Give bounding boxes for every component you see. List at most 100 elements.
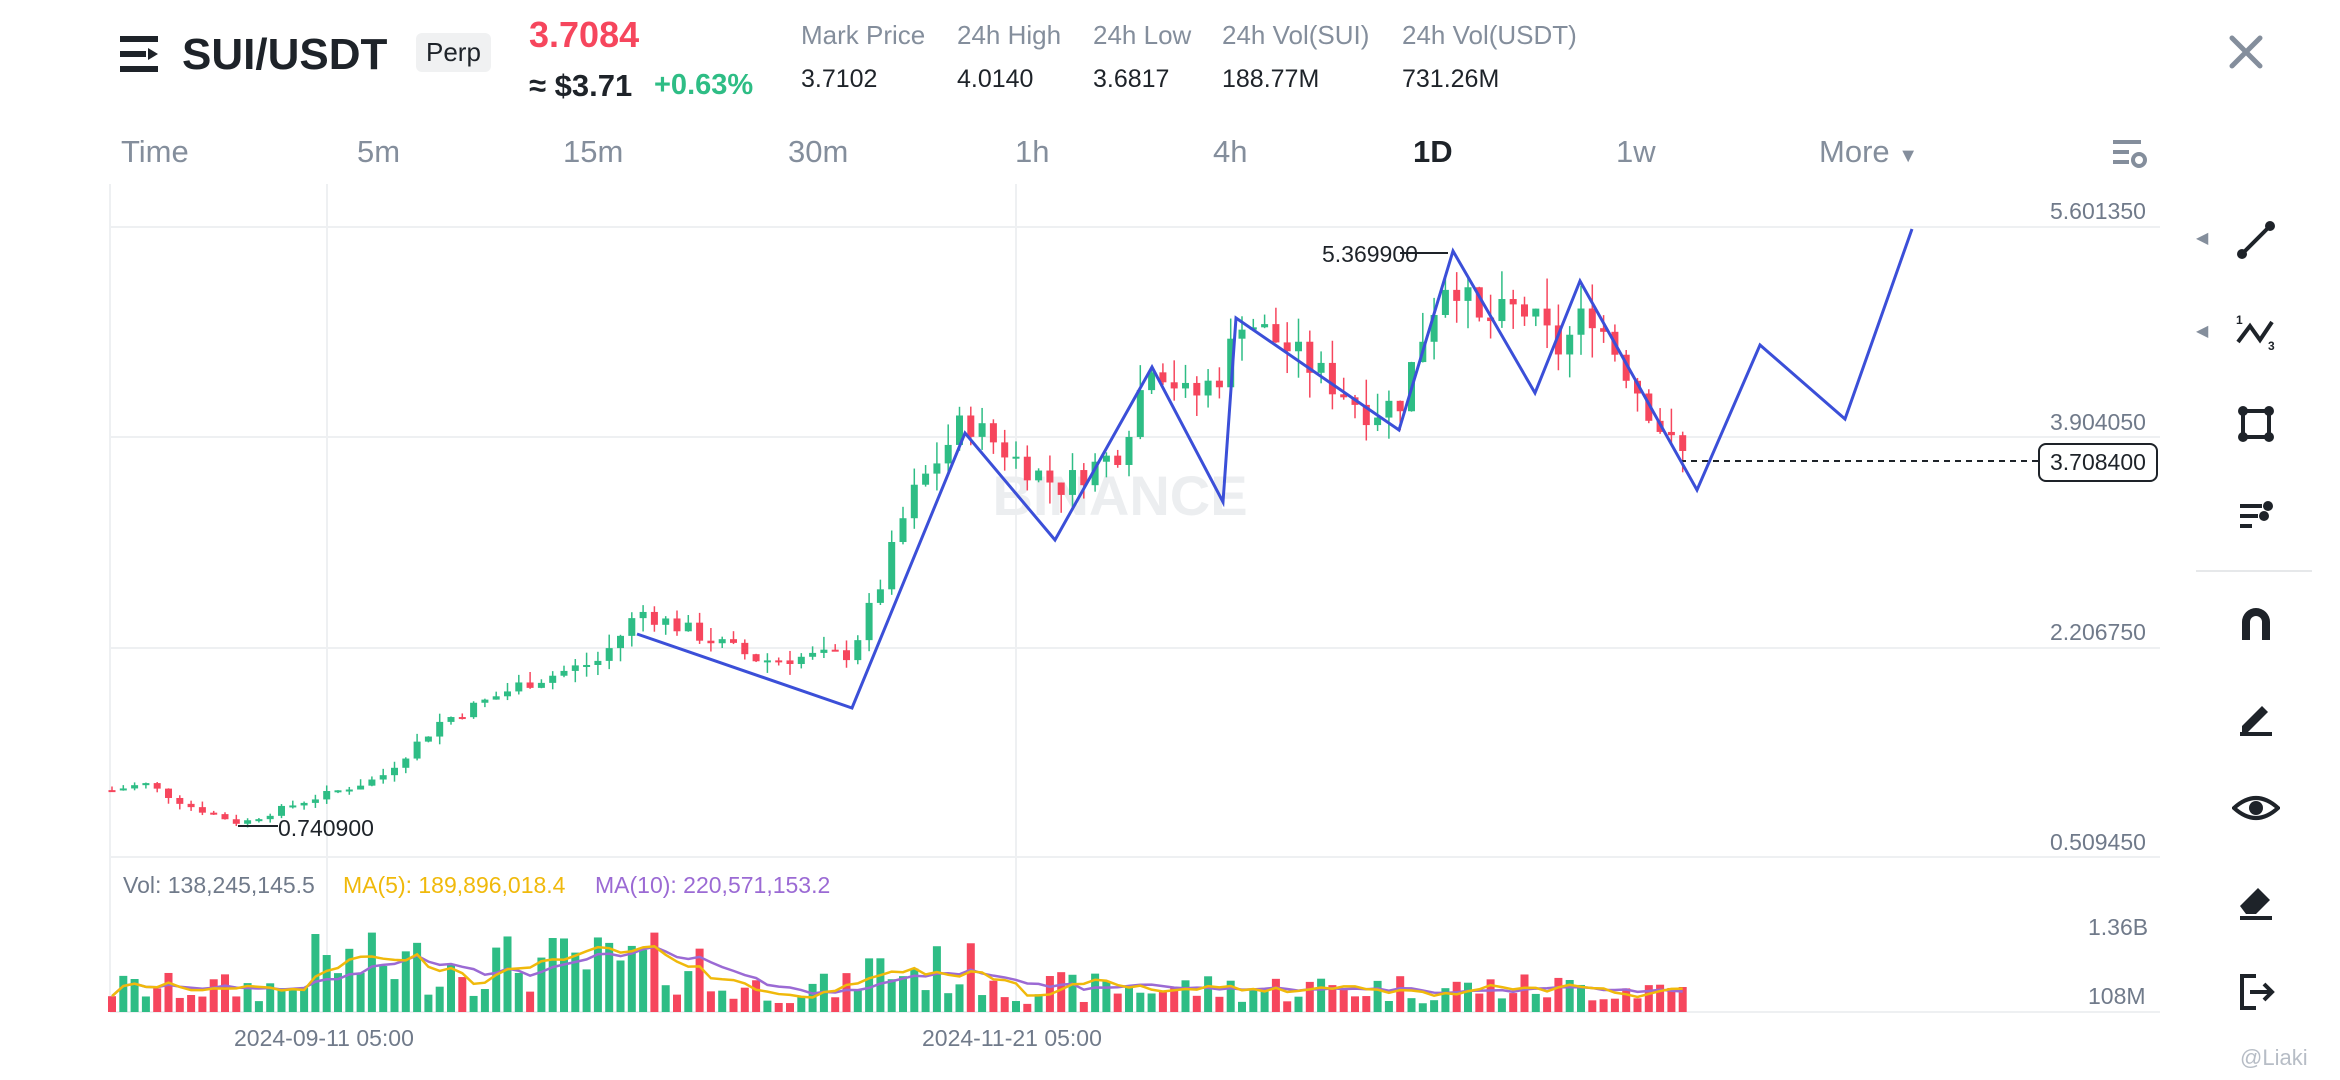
candle-body: [1679, 435, 1687, 451]
candle-body: [888, 542, 896, 590]
candle-body: [391, 767, 398, 776]
stat-label: Mark Price: [801, 20, 926, 50]
candle-body: [876, 589, 884, 603]
candle-body: [662, 618, 670, 625]
tab-15m[interactable]: 15m: [563, 134, 624, 169]
volume-bar: [311, 934, 320, 1012]
candle-body: [176, 797, 184, 804]
volume-bar: [356, 972, 365, 1012]
candle-body: [1362, 404, 1370, 426]
menu-icon[interactable]: [118, 32, 162, 76]
volume-bar: [786, 1003, 794, 1012]
volume-bar: [334, 973, 342, 1012]
volume-bar: [1373, 980, 1382, 1012]
drawing-zigzag[interactable]: [636, 228, 1914, 710]
volume-bar: [1012, 1001, 1020, 1012]
tab-1d[interactable]: 1D: [1413, 134, 1453, 169]
candle-body: [379, 775, 387, 780]
volume-value: Vol: 138,245,145.5: [123, 872, 315, 898]
volume-bar: [1147, 993, 1156, 1012]
volume-bar: [1000, 997, 1009, 1012]
volume-bar: [1610, 998, 1619, 1012]
volume-bar: [887, 979, 896, 1012]
chart-settings-icon[interactable]: [2109, 134, 2149, 174]
candle-body: [820, 649, 828, 653]
candle-body: [1441, 289, 1449, 315]
volume-bar: [1192, 995, 1201, 1012]
candle-body: [1374, 417, 1382, 426]
trend-line-icon[interactable]: [2228, 212, 2284, 268]
stat-label: 24h High: [957, 20, 1062, 50]
brush-icon[interactable]: [2228, 488, 2284, 544]
candle-body: [1148, 372, 1156, 391]
tab-4h[interactable]: 4h: [1213, 134, 1248, 169]
candle-body: [956, 415, 963, 445]
volume-bar: [401, 951, 410, 1012]
stat-24h-vol-quote: 24h Vol(USDT) 731.26M: [1402, 20, 1577, 94]
volume-bar: [1633, 998, 1642, 1012]
volume-bar: [831, 997, 840, 1012]
rectangle-icon[interactable]: [2228, 396, 2284, 452]
last-price: 3.7084: [529, 14, 640, 55]
candle-body: [1385, 400, 1393, 418]
candle-body: [187, 803, 195, 808]
eraser-icon[interactable]: [2228, 872, 2284, 928]
volume-bar: [164, 972, 173, 1012]
volume-ma10-line: [111, 945, 1683, 998]
tab-5m[interactable]: 5m: [357, 134, 401, 169]
candle-body: [560, 670, 568, 676]
volume-bar: [1317, 978, 1326, 1012]
volume-bar: [1656, 984, 1665, 1012]
candle-body: [413, 741, 421, 759]
volume-bar: [944, 993, 953, 1012]
candle-body: [436, 721, 444, 737]
candle-body: [978, 423, 986, 437]
volume-bar: [1102, 981, 1111, 1012]
tab-time[interactable]: Time: [121, 134, 189, 169]
tab-30m[interactable]: 30m: [788, 134, 849, 169]
magnet-icon[interactable]: [2228, 596, 2284, 652]
candle-body: [1295, 341, 1302, 352]
volume-bar: [627, 945, 636, 1012]
volume-bar: [413, 942, 422, 1012]
volume-bar: [277, 988, 286, 1012]
candle-body: [1227, 338, 1235, 388]
volume-bar: [1226, 980, 1235, 1012]
candle-body: [1091, 461, 1099, 486]
y-tick: 3.904050: [2050, 409, 2146, 435]
volume-bar: [1384, 1000, 1393, 1012]
volume-bar: [209, 979, 218, 1012]
volume-bar: [447, 964, 455, 1012]
candle-body: [1035, 470, 1043, 481]
tab-1w[interactable]: 1w: [1616, 134, 1656, 169]
candle-body: [1283, 342, 1291, 352]
expand-arrow-icon[interactable]: ◀: [2196, 230, 2209, 247]
volume-ma5-line: [111, 945, 1683, 999]
tab-more[interactable]: More ▼: [1819, 134, 1918, 170]
stat-value: 3.7102: [801, 65, 878, 93]
volume-bar: [492, 947, 501, 1012]
volume-bar: [1068, 974, 1077, 1012]
volume-bar: [390, 979, 399, 1012]
eye-icon[interactable]: [2228, 780, 2284, 836]
volume-bar: [1565, 979, 1574, 1012]
candle-body: [718, 639, 726, 644]
volume-tick: 1.36B: [2088, 914, 2149, 940]
expand-arrow-icon[interactable]: ◀: [2196, 323, 2209, 340]
candle-body: [1464, 287, 1472, 301]
stat-value: 3.6817: [1093, 65, 1170, 93]
candle-body: [1317, 362, 1325, 373]
pencil-icon[interactable]: [2228, 688, 2284, 744]
exit-icon[interactable]: [2228, 964, 2284, 1020]
volume-bar: [1328, 985, 1337, 1012]
tab-1h[interactable]: 1h: [1015, 134, 1050, 169]
candle-body: [221, 814, 229, 820]
close-icon[interactable]: [2226, 32, 2266, 72]
volume-bar: [1305, 981, 1314, 1012]
symbol-title[interactable]: SUI/USDT: [182, 30, 388, 79]
volume-bar: [108, 996, 116, 1012]
volume-bar: [198, 996, 207, 1012]
candle-body: [504, 691, 511, 697]
